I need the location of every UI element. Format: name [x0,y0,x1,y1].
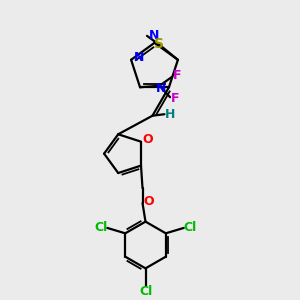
Text: N: N [149,29,160,42]
Text: F: F [171,92,180,105]
Text: Cl: Cl [94,221,107,234]
Text: F: F [173,69,182,82]
Text: Cl: Cl [139,285,152,298]
Text: Cl: Cl [184,221,197,234]
Text: N: N [156,82,167,95]
Text: N: N [134,51,144,64]
Text: O: O [142,133,153,146]
Text: O: O [144,195,154,208]
Text: S: S [154,37,164,51]
Text: H: H [165,108,175,121]
